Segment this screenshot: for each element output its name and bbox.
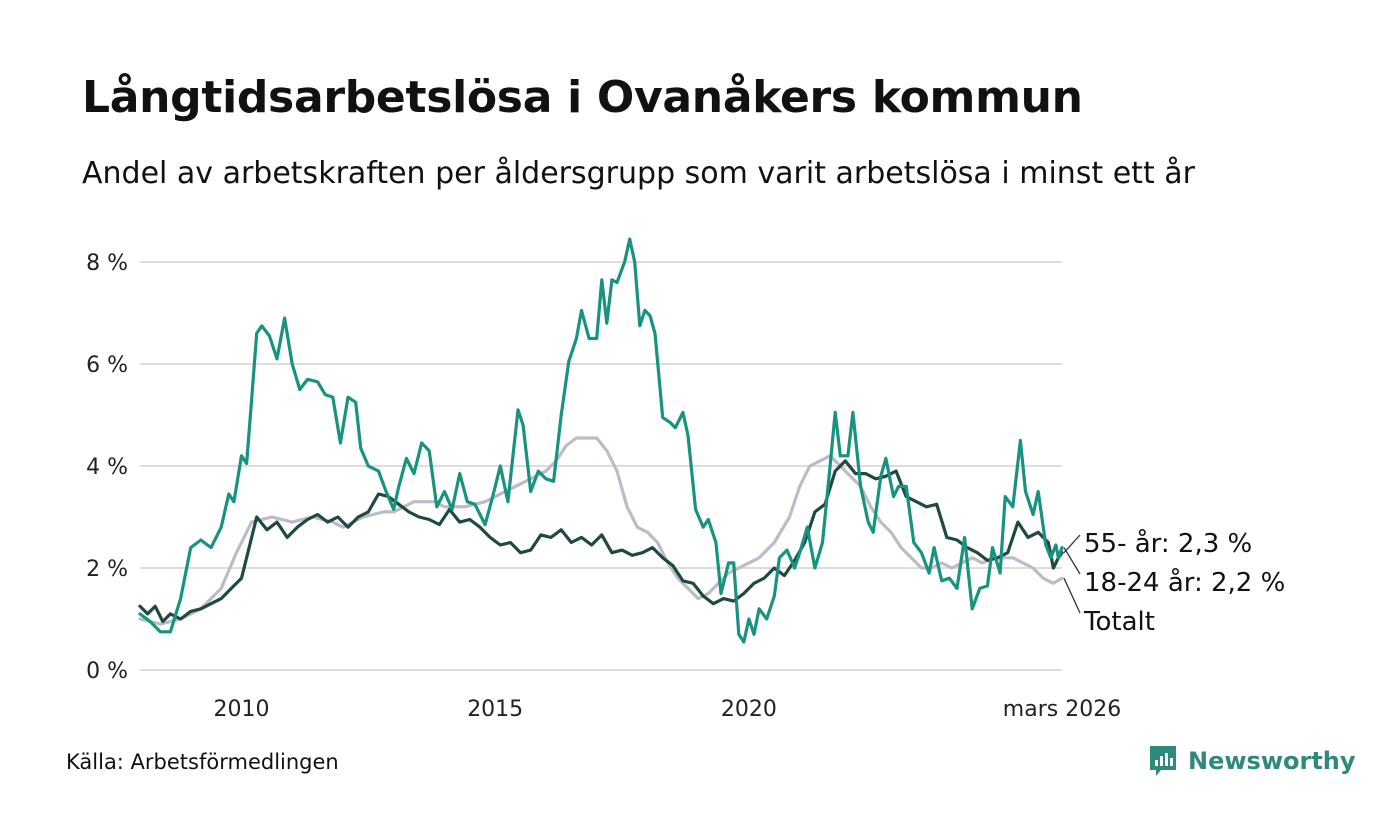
end-label: 18-24 år: 2,2 %: [1084, 567, 1285, 598]
end-label: 55- år: 2,3 %: [1084, 528, 1252, 559]
gridlines: [140, 261, 1062, 671]
series-line-totalt: [138, 436, 1064, 626]
x-tick-label: mars 2026: [1003, 697, 1121, 722]
chart-title: Långtidsarbetslösa i Ovanåkers kommun: [82, 72, 1083, 123]
brand-logo: Newsworthy: [1148, 744, 1356, 778]
y-tick-label: 4 %: [86, 455, 128, 480]
y-tick-label: 2 %: [86, 557, 128, 582]
x-tick-label: 2020: [721, 697, 777, 722]
leader-line: [1063, 547, 1081, 575]
series-line-18-24-r: [138, 237, 1064, 644]
leader-line: [1063, 577, 1081, 614]
y-axis: 0 % 2 % 4 % 6 % 8 %: [86, 251, 128, 684]
y-tick-label: 8 %: [86, 251, 128, 276]
newsworthy-logo-icon: [1150, 746, 1176, 776]
brand-name: Newsworthy: [1188, 747, 1356, 775]
source-note: Källa: Arbetsförmedlingen: [66, 750, 339, 774]
series-lines: [138, 237, 1064, 644]
series-line-55-r: [138, 459, 1064, 624]
x-axis: 2010 2015 2020 mars 2026: [213, 697, 1121, 722]
end-labels: Totalt 55- år: 2,3 % 18-24 år: 2,2 %: [1063, 528, 1285, 637]
x-tick-label: 2015: [467, 697, 523, 722]
x-tick-label: 2010: [213, 697, 269, 722]
y-tick-label: 6 %: [86, 353, 128, 378]
leader-line: [1063, 534, 1081, 554]
y-tick-label: 0 %: [86, 659, 128, 684]
end-label: Totalt: [1083, 607, 1155, 637]
chart-subtitle: Andel av arbetskraften per åldersgrupp s…: [82, 156, 1195, 191]
